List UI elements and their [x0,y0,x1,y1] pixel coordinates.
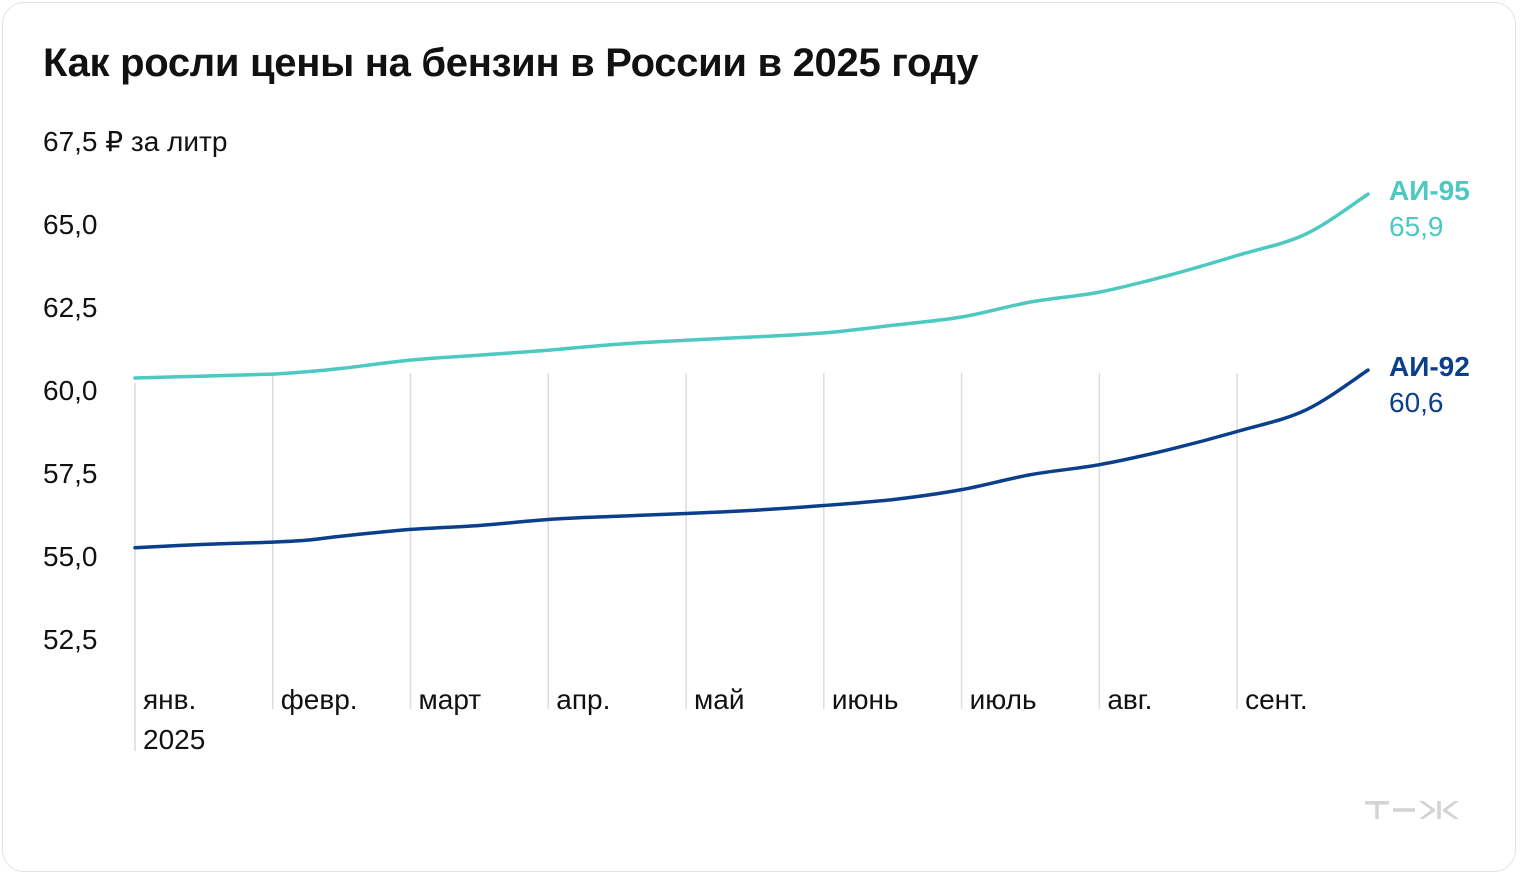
line-chart: 52,5 55,0 57,5 60,0 62,5 65,0 67,5 ₽ за литр я… [43,126,1470,755]
series-line-ai92 [133,368,1370,550]
y-tick-label: 62,5 [43,292,98,323]
y-tick-label: 67,5 ₽ за литр [43,126,227,157]
series-label-ai92: АИ-92 [1389,351,1470,382]
y-tick-label: 65,0 [43,209,98,240]
series-labels: АИ-95 65,9 АИ-92 60,6 [1389,175,1470,418]
x-tick-label: янв. [143,684,196,715]
y-axis-ticks: 52,5 55,0 57,5 60,0 62,5 65,0 67,5 ₽ за литр [43,126,227,655]
y-tick-label: 57,5 [43,458,98,489]
series-value-ai95: 65,9 [1389,211,1444,242]
series-lines [133,192,1370,550]
x-tick-label: авг. [1107,684,1152,715]
x-tick-label: апр. [556,684,610,715]
x-tick-label: июнь [832,684,899,715]
x-year-label: 2025 [143,724,205,755]
x-axis-ticks: янв. февр. март апр. май июнь июль авг. сент. 202… [143,684,1308,755]
x-tick-label: февр. [281,684,358,715]
chart-title: Как росли цены на бензин в России в 2025… [43,41,979,85]
y-tick-label: 52,5 [43,624,98,655]
x-tick-label: март [419,684,482,715]
x-tick-label: сент. [1245,684,1308,715]
tzh-logo-icon [1365,801,1459,819]
series-label-ai95: АИ-95 [1389,175,1470,206]
series-value-ai92: 60,6 [1389,387,1444,418]
series-line-ai95 [133,192,1370,380]
y-tick-label: 55,0 [43,541,98,572]
y-tick-label: 60,0 [43,375,98,406]
x-tick-label: май [694,684,744,715]
x-tick-label: июль [970,684,1037,715]
